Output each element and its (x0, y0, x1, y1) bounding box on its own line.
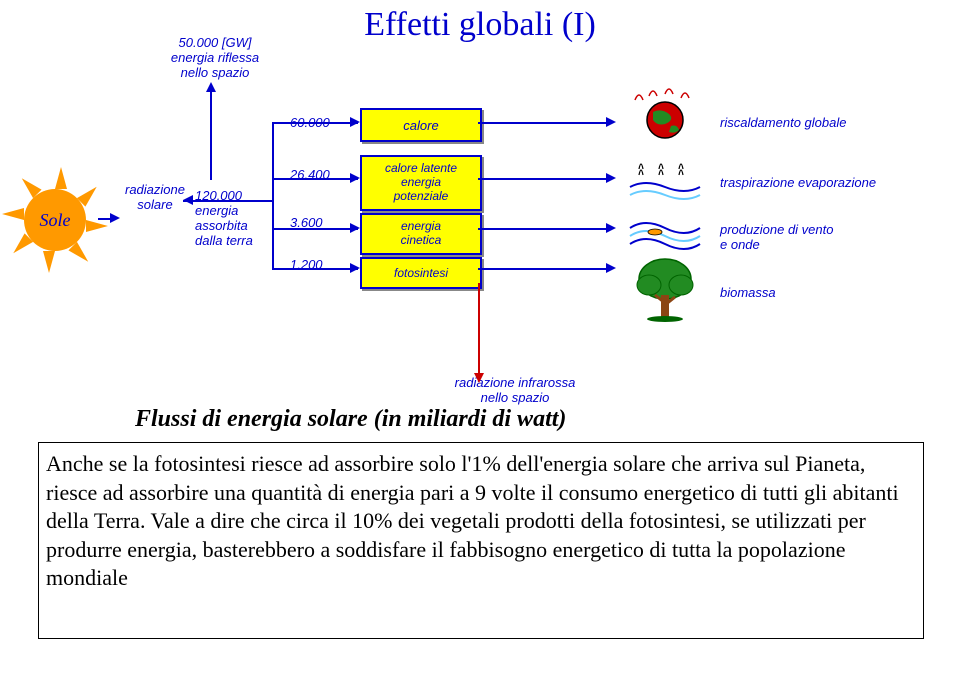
arrow-l1-head (350, 117, 360, 127)
arrow-l1 (272, 122, 358, 124)
arrow-r3-head (606, 223, 616, 233)
arrow-l4-head (350, 263, 360, 273)
arrow-rad-abs (183, 200, 273, 202)
arrow-l4 (272, 268, 358, 270)
arrow-reflected (210, 90, 212, 180)
arrow-r1-head (606, 117, 616, 127)
arrow-r2-head (606, 173, 616, 183)
box-latente: calore latente energia potenziale (360, 155, 482, 211)
label-infrared: radiazione infrarossa nello spazio (440, 375, 590, 405)
arrow-r4 (478, 268, 608, 270)
arrow-l2-head (350, 173, 360, 183)
evaporation-icon (625, 155, 705, 205)
label-reflected: 50.000 [GW] energia riflessa nello spazi… (155, 35, 275, 80)
arrow-rad-abs-head (183, 195, 193, 205)
arrow-ir (478, 285, 480, 375)
arrow-ir-h (478, 283, 480, 285)
arrow-reflected-head (206, 82, 216, 92)
tree-icon (625, 255, 705, 325)
box-fotosintesi: fotosintesi (360, 257, 482, 289)
earth-icon (625, 82, 705, 142)
arrow-l2 (272, 178, 358, 180)
arrow-r4-head (606, 263, 616, 273)
arrow-sun-out-head (110, 213, 120, 223)
waves-icon (625, 210, 705, 255)
arrow-l1-v (272, 122, 274, 200)
label-biomass: biomassa (720, 285, 776, 300)
arrow-ir-head (474, 373, 484, 383)
sun-icon: Sole (10, 175, 100, 265)
arrow-r3 (478, 228, 608, 230)
subtitle: Flussi di energia solare (in miliardi di… (135, 406, 566, 433)
box-calore: calore (360, 108, 482, 142)
arrow-l4-v (272, 200, 274, 270)
label-absorbed: 120.000 energia assorbita dalla terra (195, 188, 275, 248)
page-title: Effetti globali (I) (320, 6, 640, 44)
arrow-l3-head (350, 223, 360, 233)
label-wind: produzione di vento e onde (720, 222, 833, 252)
arrow-r2 (478, 178, 608, 180)
arrow-l3 (272, 228, 358, 230)
label-warming: riscaldamento globale (720, 115, 846, 130)
label-traspiration: traspirazione evaporazione (720, 175, 876, 190)
arrow-r1 (478, 122, 608, 124)
paragraph: Anche se la fotosintesi riesce ad assorb… (46, 450, 916, 593)
sun-label: Sole (24, 189, 86, 251)
box-cinetica: energia cinetica (360, 213, 482, 255)
